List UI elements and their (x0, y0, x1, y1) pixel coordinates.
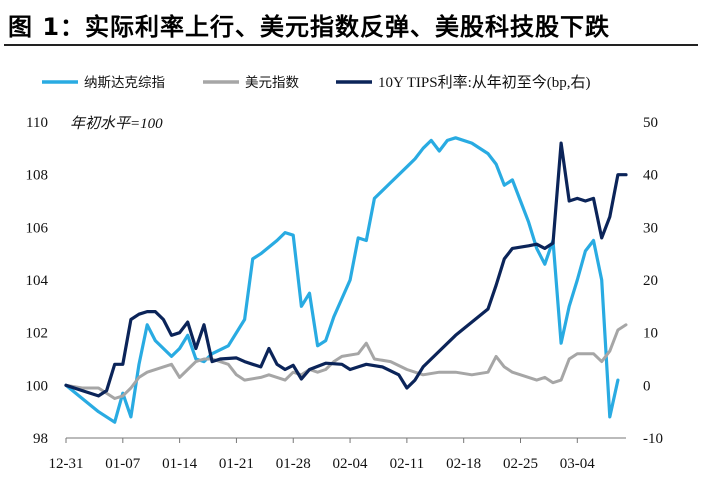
x-tick-label: 02-18 (446, 456, 481, 472)
y-right-tick-label: 50 (643, 115, 658, 131)
x-tick-label: 02-11 (390, 456, 424, 472)
legend-label-3: 10Y TIPS利率:从年初至今(bp,右) (378, 74, 591, 91)
y-right-tick-label: 30 (643, 220, 658, 236)
axes: 12-31 01-07 01-14 01-21 01-28 02-04 02-11 02-18… (26, 115, 664, 472)
x-tick-label: 01-14 (162, 456, 197, 472)
x-tick-label: 01-21 (219, 456, 254, 472)
y-left-tick-label: 102 (26, 326, 49, 342)
y-right-tick-label: -10 (643, 431, 663, 447)
y-left-tick-label: 108 (26, 168, 49, 184)
x-tick-label: 01-07 (105, 456, 140, 472)
chart-annotation: 年初水平=100 (70, 115, 163, 132)
y-right-tick-label: 0 (643, 378, 651, 394)
series-line-3 (64, 141, 628, 398)
x-tick-label: 02-04 (333, 456, 368, 472)
legend-label-2: 美元指数 (245, 75, 299, 91)
series-line-2 (64, 323, 628, 400)
x-tick-label: 12-31 (49, 456, 84, 472)
title-bar: 图 1：实际利率上行、美元指数反弹、美股科技股下跌 (4, 4, 698, 46)
y-right-tick-label: 40 (643, 168, 658, 184)
y-left-tick-label: 110 (26, 115, 48, 131)
series-group (64, 136, 628, 424)
series-line-1 (64, 136, 620, 424)
legend: 纳斯达克综指 美元指数 10Y TIPS利率:从年初至今(bp,右) (42, 74, 591, 91)
legend-label-1: 纳斯达克综指 (84, 75, 165, 91)
x-tick-label: 03-04 (560, 456, 595, 472)
chart-title: 图 1：实际利率上行、美元指数反弹、美股科技股下跌 (8, 13, 611, 41)
x-tick-label: 02-25 (503, 456, 538, 472)
y-right-tick-label: 10 (643, 326, 658, 342)
x-tick-label: 01-28 (276, 456, 311, 472)
y-left-tick-label: 104 (26, 273, 49, 289)
y-left-tick-label: 100 (26, 378, 49, 394)
y-right-tick-label: 20 (643, 273, 658, 289)
y-left-tick-label: 98 (33, 431, 48, 447)
y-left-tick-label: 106 (26, 220, 49, 236)
